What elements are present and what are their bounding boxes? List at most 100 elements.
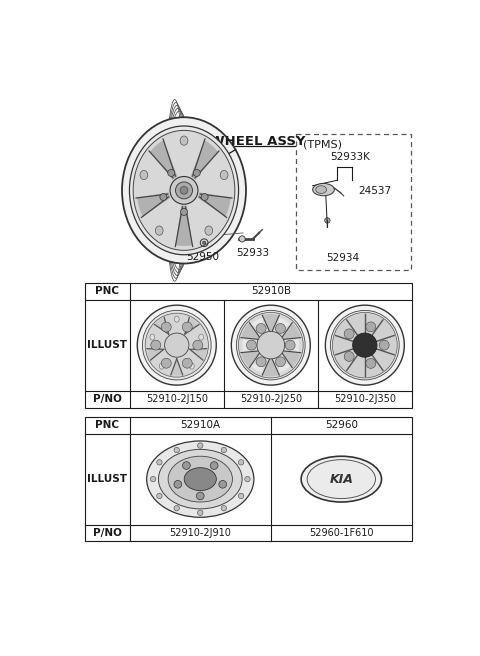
Circle shape: [182, 322, 192, 332]
Polygon shape: [147, 348, 164, 360]
Ellipse shape: [133, 131, 235, 251]
Text: 52910-2J250: 52910-2J250: [240, 394, 302, 404]
Ellipse shape: [312, 184, 335, 195]
Circle shape: [160, 194, 167, 201]
Text: PNC: PNC: [95, 286, 119, 297]
Ellipse shape: [174, 316, 179, 322]
Circle shape: [182, 358, 192, 368]
Ellipse shape: [145, 313, 208, 377]
Ellipse shape: [190, 363, 194, 369]
Text: 52910-2J910: 52910-2J910: [169, 528, 231, 538]
Text: 52910B: 52910B: [251, 286, 291, 297]
Polygon shape: [280, 323, 300, 340]
Ellipse shape: [159, 363, 164, 369]
Ellipse shape: [150, 334, 155, 340]
Circle shape: [366, 358, 376, 369]
Polygon shape: [262, 356, 279, 377]
Polygon shape: [191, 140, 218, 180]
Circle shape: [344, 352, 354, 361]
Ellipse shape: [199, 334, 204, 340]
Ellipse shape: [239, 312, 303, 378]
Circle shape: [366, 322, 376, 332]
Text: P/NO: P/NO: [93, 394, 122, 404]
Circle shape: [168, 169, 175, 176]
Text: 52933: 52933: [237, 248, 270, 258]
Ellipse shape: [301, 456, 382, 502]
Circle shape: [198, 510, 203, 516]
Circle shape: [196, 492, 204, 500]
Text: 52910A: 52910A: [180, 420, 220, 430]
Circle shape: [193, 169, 200, 176]
Polygon shape: [251, 318, 263, 331]
Polygon shape: [176, 205, 192, 246]
Ellipse shape: [316, 186, 326, 194]
Circle shape: [193, 340, 203, 350]
Polygon shape: [279, 318, 290, 331]
Ellipse shape: [140, 171, 148, 180]
Circle shape: [180, 209, 188, 215]
Ellipse shape: [205, 226, 213, 236]
Circle shape: [201, 194, 208, 201]
Circle shape: [180, 186, 188, 194]
Ellipse shape: [137, 305, 216, 385]
Circle shape: [245, 476, 250, 482]
Text: 52933K: 52933K: [330, 152, 370, 162]
Text: 24537: 24537: [359, 186, 392, 196]
Polygon shape: [190, 348, 206, 360]
Circle shape: [203, 241, 206, 244]
Circle shape: [257, 331, 285, 359]
Ellipse shape: [184, 468, 216, 491]
Text: 52910-2J350: 52910-2J350: [334, 394, 396, 404]
Ellipse shape: [237, 310, 305, 380]
Text: P/NO: P/NO: [93, 528, 122, 538]
Text: KIA: KIA: [329, 472, 353, 485]
Circle shape: [353, 333, 377, 358]
Ellipse shape: [333, 312, 397, 378]
Circle shape: [156, 493, 162, 499]
Ellipse shape: [158, 449, 242, 509]
Circle shape: [344, 329, 354, 338]
Ellipse shape: [143, 310, 211, 380]
Circle shape: [285, 340, 295, 350]
Circle shape: [256, 323, 266, 333]
Circle shape: [174, 506, 180, 511]
Text: ILLUST: ILLUST: [87, 474, 127, 484]
Circle shape: [176, 182, 192, 199]
Circle shape: [165, 333, 189, 358]
Circle shape: [239, 236, 245, 242]
Circle shape: [221, 447, 227, 453]
Circle shape: [324, 218, 330, 223]
Circle shape: [276, 323, 286, 333]
Ellipse shape: [130, 126, 239, 255]
Circle shape: [210, 462, 218, 470]
Circle shape: [276, 357, 286, 367]
Circle shape: [156, 460, 162, 465]
Polygon shape: [262, 314, 279, 334]
Circle shape: [246, 340, 256, 350]
Polygon shape: [280, 351, 300, 367]
Polygon shape: [241, 323, 261, 340]
Circle shape: [239, 460, 244, 465]
Polygon shape: [137, 192, 170, 216]
Circle shape: [174, 447, 180, 453]
Polygon shape: [241, 351, 261, 367]
Polygon shape: [191, 140, 218, 180]
Text: 52960: 52960: [325, 420, 358, 430]
Polygon shape: [155, 318, 168, 334]
Text: (TPMS): (TPMS): [302, 140, 342, 150]
Text: 52910-2J150: 52910-2J150: [146, 394, 208, 404]
Circle shape: [151, 340, 161, 350]
Ellipse shape: [147, 441, 254, 518]
Ellipse shape: [122, 117, 246, 264]
Polygon shape: [137, 192, 170, 216]
Text: WHEEL ASSY: WHEEL ASSY: [210, 135, 305, 148]
Circle shape: [170, 176, 198, 204]
Polygon shape: [288, 338, 299, 352]
Polygon shape: [279, 359, 290, 373]
Ellipse shape: [180, 136, 188, 145]
Circle shape: [379, 340, 389, 350]
Circle shape: [256, 357, 266, 367]
Ellipse shape: [156, 226, 163, 236]
Ellipse shape: [330, 310, 399, 380]
Text: 52950: 52950: [186, 252, 219, 262]
